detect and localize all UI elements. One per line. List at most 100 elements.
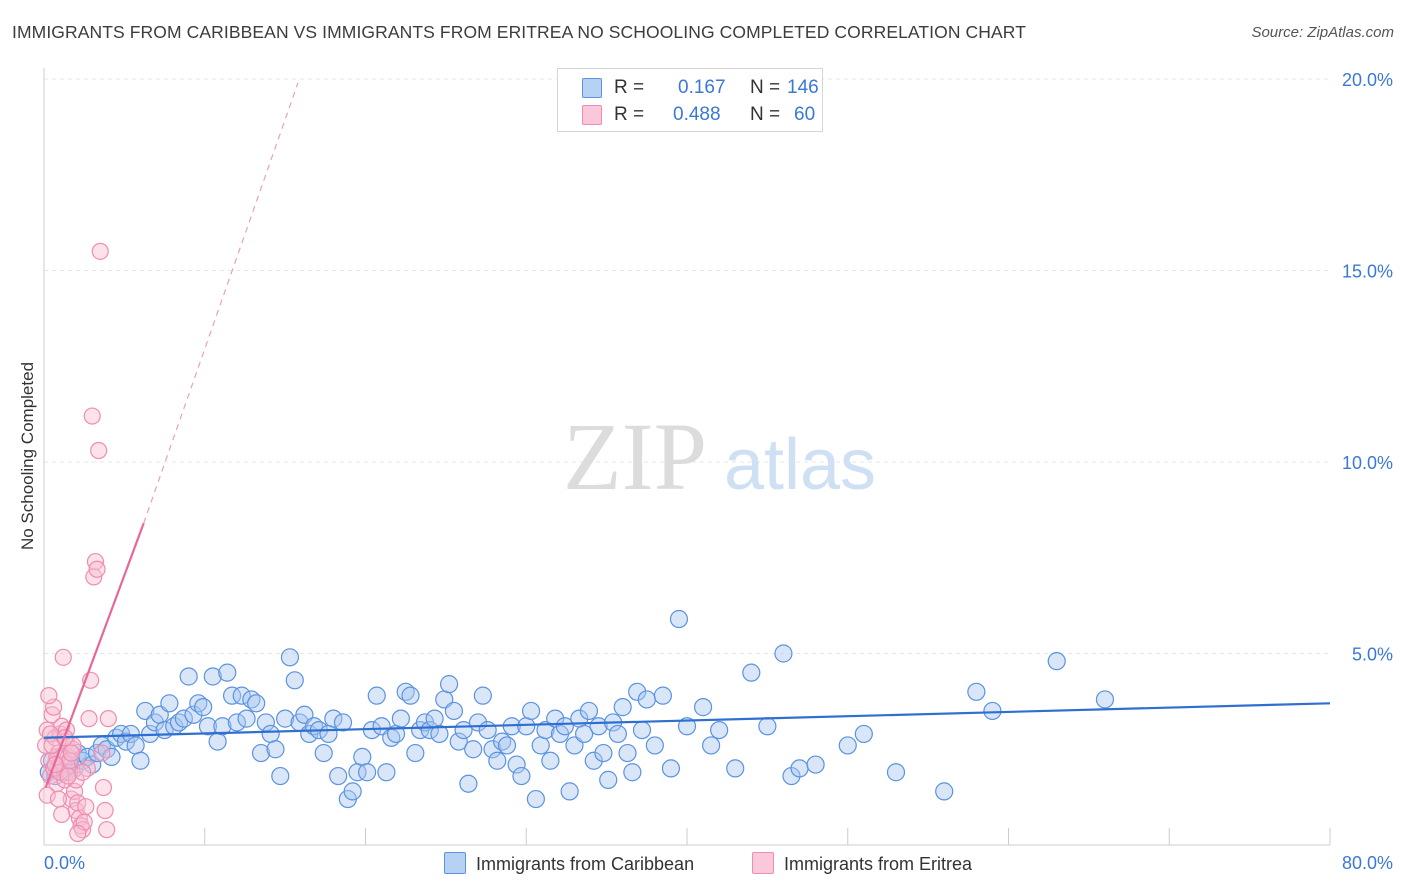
caribbean-point [194, 698, 213, 717]
caribbean-point [967, 682, 986, 701]
caribbean-point [693, 698, 713, 717]
caribbean-point [324, 709, 343, 728]
legend-r-label: R = [614, 77, 645, 98]
eritrea-point [91, 242, 109, 260]
caribbean-point [449, 732, 468, 751]
caribbean-point [774, 644, 793, 663]
caribbean-point [329, 766, 348, 786]
caribbean-point [184, 705, 203, 724]
caribbean-point [271, 766, 290, 786]
caribbean-point [464, 740, 483, 759]
caribbean-point [677, 717, 697, 736]
caribbean-point [1047, 652, 1066, 671]
y-axis-label: No Schooling Completed [18, 361, 37, 551]
caribbean-point [126, 736, 145, 755]
eritrea-point [98, 821, 116, 839]
caribbean-point [367, 686, 386, 705]
caribbean-point [512, 766, 531, 786]
y-tick-label: 15.0% [1342, 262, 1393, 282]
caribbean-point [653, 686, 672, 705]
eritrea-trend-line [44, 522, 145, 788]
caribbean-point [377, 763, 396, 782]
caribbean-point [478, 720, 497, 740]
grid [44, 78, 1330, 654]
eritrea-point [93, 744, 111, 762]
caribbean-point [232, 686, 251, 705]
caribbean-point [702, 736, 721, 755]
caribbean-point [613, 698, 632, 717]
y-tick-label: 20.0% [1342, 70, 1393, 90]
tick-labels: 5.0% 10.0% 15.0% 20.0% 0.0% 80.0% [44, 70, 1393, 873]
caribbean-point [198, 717, 218, 736]
caribbean-point [645, 736, 664, 755]
bottom-legend-eritrea: Immigrants from Eritrea [752, 852, 972, 875]
caribbean-point [521, 701, 541, 721]
source-label: Source: ZipAtlas.com [1251, 24, 1394, 41]
eritrea-trend-extrapolation [143, 82, 299, 524]
caribbean-point [261, 724, 280, 744]
eritrea-point [49, 790, 68, 808]
caribbean-point [790, 759, 809, 778]
caribbean-points [39, 609, 1115, 809]
watermark-atlas: atlas [724, 425, 876, 505]
caribbean-point [179, 667, 198, 686]
caribbean-point [280, 648, 300, 667]
caribbean-point [213, 717, 232, 736]
eritrea-point [73, 763, 92, 781]
caribbean-point [575, 724, 594, 744]
caribbean-point [121, 724, 140, 744]
caribbean-point [203, 667, 222, 686]
caribbean-point [758, 717, 777, 736]
caribbean-point [358, 763, 377, 782]
caribbean-point [459, 774, 478, 793]
caribbean-point [599, 770, 618, 789]
caribbean-point [406, 743, 425, 763]
y-tick-label: 5.0% [1352, 645, 1393, 665]
caribbean-point [1095, 690, 1115, 709]
caribbean-point [222, 686, 242, 705]
caribbean-point [439, 675, 459, 694]
caribbean-point [983, 701, 1002, 721]
legend-n-value-eritrea: 60 [794, 104, 816, 125]
caribbean-point [579, 701, 599, 721]
caribbean-point [555, 717, 574, 736]
eritrea-point [80, 710, 98, 728]
caribbean-point [497, 736, 517, 755]
eritrea-point [40, 687, 58, 705]
eritrea-point [90, 441, 108, 460]
caribbean-point [425, 709, 444, 728]
eritrea-point [83, 407, 101, 425]
caribbean-point [208, 732, 227, 751]
eritrea-point [53, 805, 71, 823]
eritrea-point [99, 710, 117, 728]
caribbean-point [353, 747, 372, 767]
caribbean-point [237, 709, 256, 728]
caribbean-point [517, 717, 536, 736]
caribbean-point [661, 759, 681, 778]
caribbean-point [710, 720, 729, 740]
legend-r-label: R = [614, 104, 645, 125]
caribbean-point [247, 694, 266, 713]
chart-title: IMMIGRANTS FROM CARIBBEAN VS IMMIGRANTS … [12, 22, 1027, 42]
caribbean-point [838, 736, 857, 755]
caribbean-point [531, 736, 550, 755]
correlation-legend: R = 0.167 N = 146 R = 0.488 N = 60 [557, 68, 823, 132]
caribbean-point [174, 709, 193, 728]
eritrea-point [69, 824, 87, 843]
eritrea-point [59, 767, 77, 785]
bottom-legend-caribbean: Immigrants from Caribbean [444, 852, 694, 875]
caribbean-point [251, 743, 271, 763]
caribbean-point [632, 720, 652, 740]
caribbean-point [886, 763, 906, 782]
caribbean-point [584, 751, 603, 770]
caribbean-point [623, 763, 642, 782]
caribbean-point [314, 743, 333, 763]
watermark: ZIP atlas [563, 403, 876, 510]
legend-n-label: N = [750, 77, 781, 98]
caribbean-point [594, 743, 613, 763]
eritrea-point [94, 778, 113, 797]
y-tick-label: 10.0% [1342, 453, 1393, 473]
caribbean-point [276, 709, 295, 728]
caribbean-point [319, 724, 338, 744]
